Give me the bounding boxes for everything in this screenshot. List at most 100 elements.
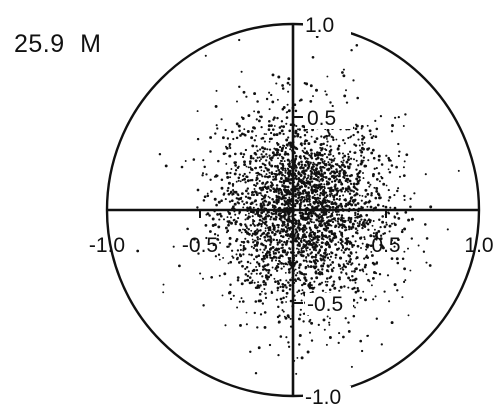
scatter-point <box>374 196 378 200</box>
scatter-point <box>280 125 283 128</box>
scatter-point <box>353 219 357 223</box>
scatter-point <box>262 221 265 224</box>
scatter-point <box>246 216 250 220</box>
scatter-point <box>363 142 366 144</box>
scatter-point <box>234 169 238 172</box>
scatter-point <box>282 262 285 265</box>
scatter-point <box>289 233 293 236</box>
scatter-point <box>255 145 258 148</box>
scatter-point <box>280 155 283 158</box>
scatter-point <box>375 178 379 181</box>
scatter-point <box>295 247 299 250</box>
scatter-point <box>322 213 325 216</box>
scatter-point <box>279 279 282 282</box>
scatter-point <box>305 82 309 86</box>
scatter-point <box>259 284 262 287</box>
scatter-point <box>276 166 279 169</box>
scatter-point <box>329 165 333 169</box>
scatter-point <box>267 195 270 198</box>
scatter-point <box>279 230 282 233</box>
scatter-point <box>240 297 243 300</box>
scatter-point <box>407 218 411 222</box>
scatter-point <box>263 163 267 167</box>
scatter-point <box>214 174 218 178</box>
scatter-point <box>396 212 399 215</box>
scatter-point <box>260 137 263 140</box>
scatter-point <box>218 258 221 261</box>
scatter-point <box>361 242 364 245</box>
scatter-point <box>304 151 307 155</box>
scatter-point <box>388 230 391 233</box>
scatter-point <box>309 281 312 284</box>
scatter-point <box>342 171 346 175</box>
scatter-point <box>377 158 381 162</box>
scatter-point <box>342 68 345 71</box>
scatter-point <box>404 113 407 116</box>
scatter-point <box>250 136 254 140</box>
scatter-point <box>299 155 302 158</box>
scatter-point <box>343 154 347 158</box>
scatter-point <box>287 341 290 344</box>
scatter-point <box>319 253 322 257</box>
scatter-point <box>291 189 295 192</box>
scatter-point <box>162 291 165 294</box>
scatter-point <box>366 147 370 151</box>
scatter-point <box>216 127 219 130</box>
scatter-point <box>367 228 370 231</box>
scatter-point <box>281 224 284 227</box>
scatter-point <box>328 245 331 248</box>
scatter-point <box>300 272 304 276</box>
scatter-point <box>241 178 244 182</box>
scatter-point <box>373 228 376 231</box>
scatter-point <box>337 175 340 178</box>
scatter-point <box>292 264 296 267</box>
scatter-point <box>304 169 308 172</box>
scatter-point <box>334 219 337 222</box>
scatter-point <box>292 214 296 217</box>
scatter-point <box>287 268 291 271</box>
scatter-point <box>350 216 353 220</box>
scatter-point <box>232 189 235 192</box>
scatter-point <box>196 188 200 192</box>
scatter-point <box>294 154 298 158</box>
scatter-point <box>352 182 356 186</box>
scatter-point <box>244 230 247 234</box>
scatter-point <box>372 262 376 266</box>
scatter-point <box>400 230 404 234</box>
scatter-point <box>299 198 302 201</box>
scatter-point <box>228 290 232 294</box>
scatter-point <box>304 191 308 195</box>
scatter-point <box>297 250 300 253</box>
scatter-point <box>288 164 291 167</box>
scatter-point <box>249 156 253 160</box>
scatter-point <box>281 282 285 286</box>
scatter-point <box>249 224 253 227</box>
scatter-point <box>318 230 321 232</box>
scatter-point <box>246 240 250 243</box>
scatter-point <box>314 206 317 209</box>
scatter-point <box>262 254 266 258</box>
scatter-point <box>186 227 189 231</box>
scatter-point <box>330 200 334 204</box>
scatter-point <box>263 288 266 290</box>
scatter-point <box>365 248 368 251</box>
scatter-point <box>302 291 306 295</box>
scatter-point <box>282 214 285 218</box>
scatter-point <box>285 241 289 245</box>
scatter-point <box>253 110 256 113</box>
scatter-point <box>397 154 400 158</box>
scatter-point <box>307 254 310 257</box>
scatter-point <box>272 184 274 186</box>
scatter-point <box>196 241 199 244</box>
scatter-point <box>224 226 228 230</box>
scatter-point <box>302 320 305 323</box>
scatter-point <box>342 159 345 162</box>
scatter-point <box>304 279 308 282</box>
scatter-point <box>234 164 237 167</box>
scatter-point <box>303 133 307 137</box>
scatter-point <box>276 286 280 290</box>
scatter-point <box>288 198 291 201</box>
scatter-point <box>284 169 287 172</box>
scatter-point <box>249 162 252 165</box>
scatter-point <box>352 201 355 204</box>
